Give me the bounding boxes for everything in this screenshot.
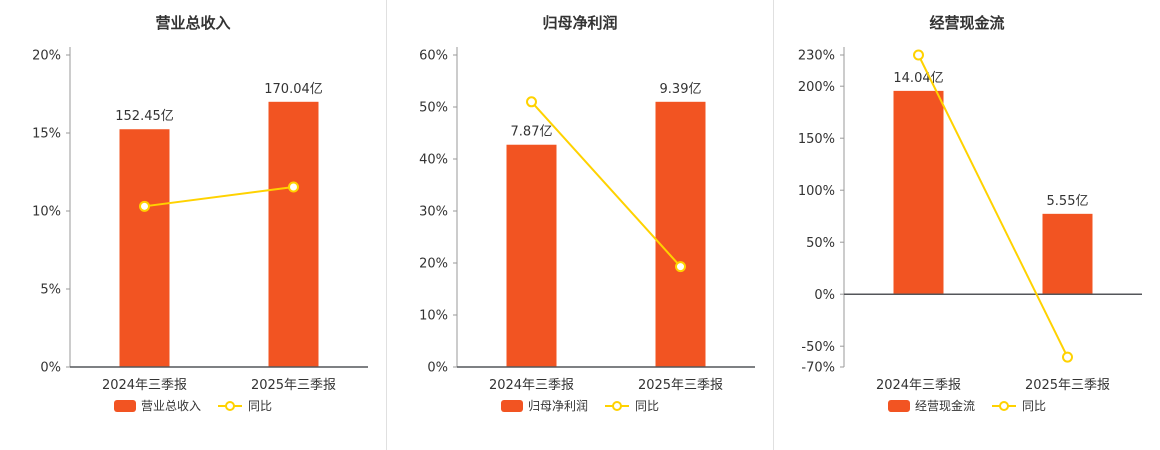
bar-2024年三季报[interactable] — [119, 129, 170, 367]
legend-bar-label: 归母净利润 — [527, 399, 588, 413]
net-profit-chart-legend: 归母净利润 同比 — [387, 397, 773, 414]
panel-net-profit: 归母净利润 0% 10% 20% 30% 40% 50% 60% 7.87亿 9.39亿 2024… — [386, 0, 774, 450]
yoy-line — [144, 185, 294, 208]
bar-swatch-icon — [113, 399, 136, 412]
y-tick-label: -50% — [801, 340, 835, 355]
legend-item-cash-flow-yoy[interactable]: 同比 — [991, 397, 1046, 414]
y-tick-label: 60% — [419, 49, 448, 64]
x-axis-label: 2024年三季报 — [102, 378, 187, 393]
bar-value-label: 170.04亿 — [264, 82, 323, 97]
bar-value-label: 9.39亿 — [660, 82, 702, 97]
legend-item-revenue-bar[interactable]: 营业总收入 — [113, 397, 201, 414]
bar-value-label: 152.45亿 — [115, 109, 174, 124]
legend-line-label: 同比 — [635, 399, 660, 413]
line-marker-icon — [991, 400, 1017, 412]
y-tick-label: -70% — [801, 361, 835, 376]
bar-swatch-icon — [500, 399, 523, 412]
net-profit-chart-title: 归母净利润 — [542, 14, 618, 32]
legend-item-net-profit-bar[interactable]: 归母净利润 — [500, 397, 588, 414]
x-axis-label: 2024年三季报 — [876, 378, 961, 393]
yoy-marker[interactable] — [526, 96, 537, 108]
y-tick-label: 0% — [814, 288, 835, 303]
y-tick-label: 50% — [419, 101, 448, 116]
panel-cash-flow: 经营现金流 -70% -50% 0% 50% 100% 150% 200% 230% 14.04… — [774, 0, 1160, 450]
revenue-chart-title: 营业总收入 — [155, 14, 231, 32]
legend-item-revenue-yoy[interactable]: 同比 — [217, 397, 272, 414]
cash-flow-chart-plot: -70% -50% 0% 50% 100% 150% 200% 230% 14.04亿 5.55亿… — [798, 47, 1142, 393]
bar-2025年三季报[interactable] — [268, 101, 319, 368]
line-marker-icon — [217, 400, 243, 412]
legend-line-label: 同比 — [1022, 399, 1047, 413]
yoy-marker[interactable] — [675, 261, 686, 273]
y-tick-label: 50% — [806, 236, 835, 251]
yoy-marker[interactable] — [288, 181, 299, 193]
y-tick-label: 150% — [798, 132, 835, 147]
y-tick-label: 30% — [419, 205, 448, 220]
legend-item-net-profit-yoy[interactable]: 同比 — [604, 397, 659, 414]
bar-2024年三季报[interactable] — [893, 90, 944, 295]
bar-value-label: 5.55亿 — [1047, 194, 1089, 209]
bar-value-label: 7.87亿 — [511, 125, 553, 140]
y-tick-label: 100% — [798, 184, 835, 199]
yoy-marker[interactable] — [139, 200, 150, 212]
y-tick-label: 230% — [798, 49, 835, 64]
x-axis-label: 2024年三季报 — [489, 378, 574, 393]
y-tick-label: 10% — [419, 309, 448, 324]
bar-swatch-icon — [887, 399, 910, 412]
y-tick-label: 15% — [32, 127, 61, 142]
y-tick-label: 40% — [419, 153, 448, 168]
line-marker-icon — [604, 400, 630, 412]
legend-item-cash-flow-bar[interactable]: 经营现金流 — [887, 397, 975, 414]
legend-bar-label: 营业总收入 — [140, 399, 201, 413]
cash-flow-chart-legend: 经营现金流 同比 — [774, 397, 1160, 414]
net-profit-chart-plot: 0% 10% 20% 30% 40% 50% 60% 7.87亿 9.39亿 2024年三季报 20… — [419, 47, 755, 393]
y-tick-label: 10% — [32, 205, 61, 220]
panel-revenue: 营业总收入 0% 5% 10% 15% 20% 152.45亿 170.04亿 2024年三季… — [0, 0, 386, 450]
revenue-chart-plot: 0% 5% 10% 15% 20% 152.45亿 170.04亿 2024年三季报 2025年… — [32, 47, 368, 393]
bar-2025年三季报[interactable] — [1042, 213, 1093, 295]
y-tick-label: 5% — [40, 283, 61, 298]
yoy-marker[interactable] — [1062, 351, 1073, 363]
x-axis-label: 2025年三季报 — [1025, 378, 1110, 393]
yoy-line — [917, 54, 1069, 358]
revenue-chart-legend: 营业总收入 同比 — [0, 397, 386, 414]
bar-2024年三季报[interactable] — [506, 144, 557, 367]
yoy-line — [530, 101, 682, 268]
y-tick-label: 0% — [427, 361, 448, 376]
x-axis-label: 2025年三季报 — [638, 378, 723, 393]
y-tick-label: 20% — [32, 49, 61, 64]
legend-bar-label: 经营现金流 — [914, 399, 975, 413]
x-axis-label: 2025年三季报 — [251, 378, 336, 393]
legend-line-label: 同比 — [248, 399, 273, 413]
yoy-marker[interactable] — [913, 49, 924, 61]
y-tick-label: 20% — [419, 257, 448, 272]
bar-value-label: 14.04亿 — [893, 71, 943, 86]
y-tick-label: 0% — [40, 361, 61, 376]
cash-flow-chart-title: 经营现金流 — [929, 14, 1005, 32]
y-tick-label: 200% — [798, 80, 835, 95]
bar-2025年三季报[interactable] — [655, 101, 706, 368]
